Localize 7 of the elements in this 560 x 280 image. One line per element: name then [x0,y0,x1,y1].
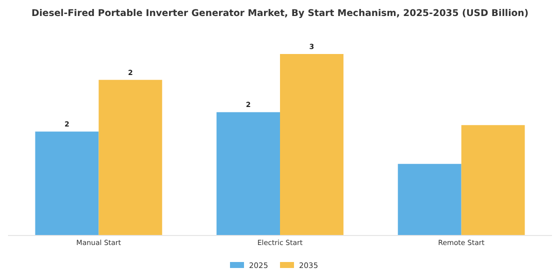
bar [98,80,162,235]
bar [461,125,525,235]
bar [216,112,280,235]
chart-title: Diesel-Fired Portable Inverter Generator Market, By Start Mechanism, 2025-2035 (USD Billion) [31,8,529,19]
bar [398,164,462,235]
bar [35,132,99,235]
bar [280,54,344,235]
